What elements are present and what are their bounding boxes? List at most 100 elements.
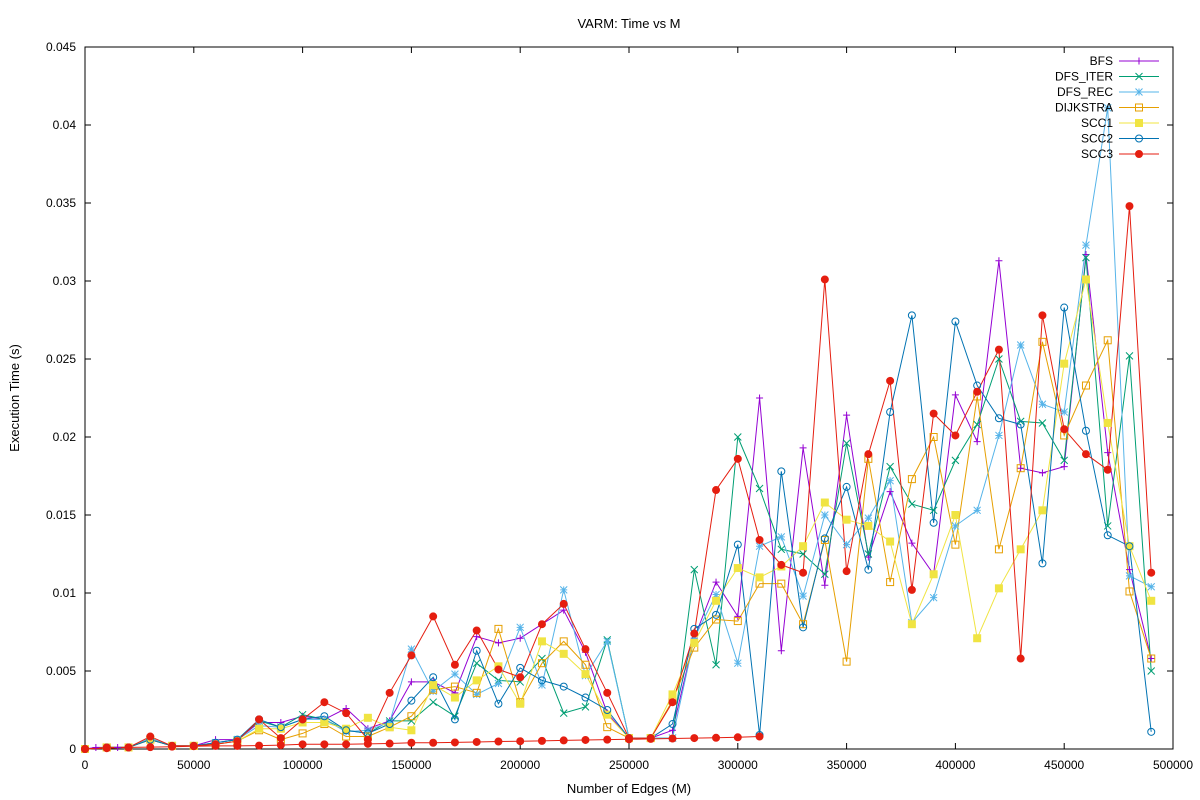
data-point-scc1 — [516, 699, 525, 708]
data-point-dfs-rec — [712, 590, 720, 599]
data-point-dfs-iter — [820, 570, 829, 579]
data-point-dijkstra — [581, 660, 590, 669]
data-point-scc1 — [603, 710, 612, 719]
data-point-dijkstra — [799, 620, 808, 629]
data-point-baseline — [733, 733, 742, 742]
data-point-scc2 — [733, 540, 742, 549]
data-point-dfs-iter — [1125, 352, 1134, 360]
data-point-baseline — [537, 736, 546, 745]
data-point-scc1 — [450, 693, 459, 702]
y-tick-label: 0.04 — [53, 118, 77, 132]
data-point-scc3 — [690, 629, 699, 638]
data-point-bfs — [1038, 469, 1046, 477]
data-point-dfs-iter — [1060, 456, 1069, 465]
data-point-bfs — [799, 444, 807, 452]
data-point-baseline — [668, 734, 677, 743]
data-point-scc3 — [1016, 654, 1025, 663]
data-point-scc2 — [1125, 542, 1134, 551]
data-point-bfs — [777, 647, 785, 655]
data-point-baseline — [429, 738, 438, 747]
data-point-dijkstra — [407, 712, 416, 721]
data-point-bfs — [973, 438, 981, 446]
data-point-dijkstra — [450, 682, 459, 691]
plot-frame — [84, 46, 1174, 750]
data-point-dijkstra — [733, 617, 742, 626]
data-point-baseline — [189, 742, 198, 751]
data-point-dfs-iter — [1103, 522, 1112, 530]
data-point-baseline — [342, 740, 351, 749]
data-point-dfs-iter — [755, 484, 764, 493]
data-point-baseline — [516, 737, 525, 746]
data-point-dfs-rec — [864, 514, 873, 522]
data-point-dijkstra — [298, 729, 307, 738]
data-point-scc3 — [799, 568, 808, 577]
data-point-scc3 — [842, 567, 851, 576]
data-point-baseline — [385, 739, 394, 748]
series-line-dfs-iter — [84, 257, 1152, 750]
data-point-bfs — [908, 539, 916, 547]
data-point-dfs-iter — [712, 660, 720, 669]
data-point-scc1 — [668, 690, 677, 699]
plot-lines — [84, 107, 1152, 750]
data-point-dijkstra — [1081, 381, 1090, 390]
data-point-scc3 — [755, 535, 764, 544]
data-point-scc2 — [820, 534, 829, 543]
data-point-dijkstra — [559, 637, 568, 646]
legend-marker-dijkstra — [1135, 103, 1143, 112]
y-tick-label: 0.025 — [46, 352, 76, 366]
data-point-baseline — [363, 739, 372, 748]
data-point-baseline — [690, 734, 699, 743]
data-point-scc2 — [907, 311, 916, 320]
data-point-scc2 — [472, 646, 481, 655]
y-tick-label: 0 — [69, 742, 76, 756]
data-point-scc2 — [407, 696, 416, 705]
data-point-scc3 — [407, 651, 416, 660]
series-line-scc3 — [84, 206, 1152, 750]
data-point-bfs — [712, 578, 720, 586]
data-point-scc2 — [951, 317, 960, 326]
data-point-scc2 — [1060, 303, 1069, 312]
data-point-scc1 — [994, 584, 1003, 593]
x-tick-label: 500000 — [1153, 758, 1193, 772]
data-point-scc3 — [864, 450, 873, 459]
data-point-baseline — [146, 743, 155, 752]
data-point-scc2 — [385, 720, 394, 729]
data-point-scc1 — [320, 718, 329, 727]
x-tick-label: 150000 — [391, 758, 431, 772]
data-point-scc1 — [973, 634, 982, 643]
x-axis-label: Number of Edges (M) — [567, 781, 691, 796]
data-point-scc2 — [516, 663, 525, 672]
data-point-bfs — [1082, 250, 1090, 258]
data-point-baseline — [755, 732, 764, 741]
data-point-baseline — [407, 738, 416, 747]
data-point-scc3 — [276, 734, 285, 743]
data-point-scc1 — [733, 564, 742, 573]
data-point-scc3 — [494, 665, 503, 674]
data-point-dfs-iter — [407, 717, 416, 725]
data-point-scc1 — [864, 521, 873, 530]
data-point-scc3 — [581, 645, 590, 654]
data-point-scc1 — [886, 537, 895, 546]
data-point-scc1 — [690, 638, 699, 647]
data-point-baseline — [81, 745, 89, 753]
data-point-bfs — [1060, 463, 1068, 471]
data-point-dfs-iter — [842, 439, 851, 448]
data-point-dfs-iter — [864, 550, 873, 558]
data-point-baseline — [255, 741, 264, 750]
data-point-baseline — [603, 735, 612, 744]
data-point-dfs-rec — [1016, 341, 1025, 349]
data-point-dfs-rec — [886, 476, 894, 485]
data-point-dijkstra — [886, 578, 895, 587]
data-point-scc1 — [363, 713, 372, 722]
data-point-scc1 — [1147, 596, 1156, 605]
data-point-dfs-rec — [538, 681, 546, 689]
data-point-scc3 — [820, 275, 829, 284]
data-point-scc3 — [1081, 450, 1090, 459]
series-line-dfs-rec — [84, 107, 1152, 750]
data-point-scc1 — [429, 681, 438, 690]
data-point-scc3 — [429, 612, 438, 621]
series-line-scc2 — [84, 307, 1152, 750]
data-point-dijkstra — [603, 723, 612, 732]
data-point-scc1 — [1060, 359, 1069, 368]
data-point-scc1 — [472, 676, 481, 685]
